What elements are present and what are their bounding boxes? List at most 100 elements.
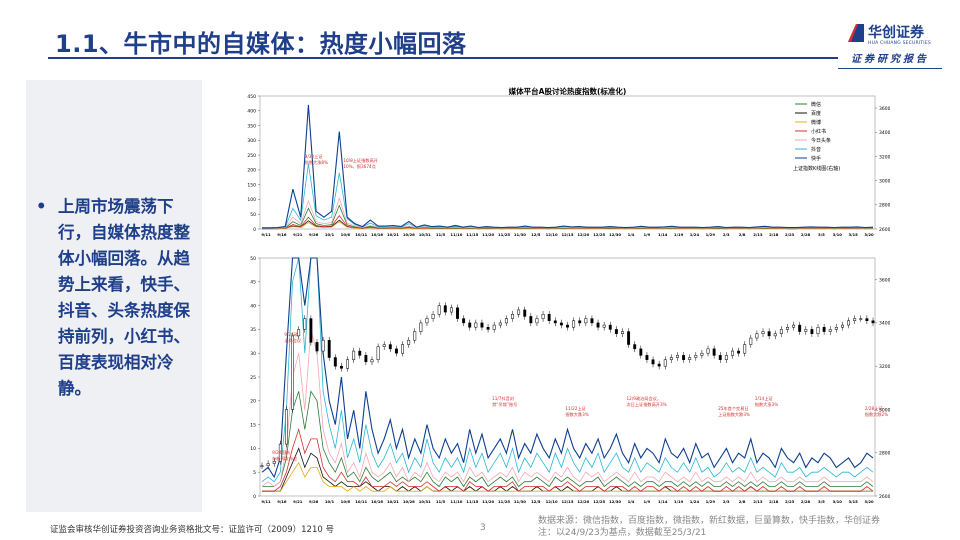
chart-annotation-label: 指数大涨3% [755,401,778,408]
index-candle-body [572,320,576,328]
x-tick-label: 12/10 [546,232,558,237]
index-candle-body [401,344,404,354]
index-candle-body [553,320,557,324]
index-candle-body [462,318,466,324]
y-tick-label: 45 [250,280,256,286]
index-candle-body [339,365,343,369]
y2-tick-label: 2800 [879,203,890,209]
summary-bullet: • 上周市场震荡下行，自媒体热度整体小幅回落。从趋势上来看，快手、抖音、头条热度… [36,194,196,402]
index-candle-body [278,443,282,462]
chart-annotation-label: 25年首个交易日 [718,405,748,412]
index-candle-body [303,318,307,330]
bullet-dot: • [36,197,47,216]
index-candle-body [566,324,569,328]
index-candle-body [749,337,753,345]
index-candle-body [370,359,374,363]
x-tick-label: 9/11 [261,232,271,237]
series-line-kuaishou [261,257,874,479]
y-tick-label: 400 [247,109,256,115]
y-tick-label: 35 [250,327,256,333]
y-tick-label: 150 [247,182,256,188]
x-tick-label: 1/24 [690,232,700,237]
y-tick-label: 300 [247,138,256,144]
index-candle-body [511,314,514,319]
index-candle-body [694,355,698,358]
index-candle-body [449,307,453,313]
x-tick-label: 2/18 [769,232,779,237]
chart-annotation-label: 2/28上证 [865,405,884,412]
y2-tick-label: 3600 [879,277,890,283]
x-tick-label: 12/5 [531,499,541,504]
index-candle-body [346,359,349,369]
x-tick-label: 11/5 [436,499,446,504]
x-tick-label: 3/20 [864,499,874,504]
x-tick-label: 1/9 [644,499,651,504]
y-tick-label: 0 [253,227,256,233]
index-candle-body [816,326,820,334]
index-candle-body [682,355,686,360]
index-candle-body [364,355,368,363]
legend-label: 抖音 [811,146,821,153]
index-candle-body [333,357,337,367]
x-tick-label: 9/21 [293,499,303,504]
x-tick-label: 2/18 [769,499,779,504]
x-tick-label: 9/21 [293,232,303,237]
source-footnote: 注：以24/9/23为基点，数据截至25/3/21 [538,528,707,538]
x-tick-label: 10/21 [387,232,399,237]
x-tick-label: 12/15 [562,232,574,237]
index-candle-body [327,339,331,358]
y2-tick-label: 3400 [879,130,890,136]
index-candle-body [608,324,612,330]
x-tick-label: 10/6 [341,232,351,237]
chart-annotation-label: 9/26政 [284,331,298,338]
index-candle-body [486,326,490,330]
index-candle-body [376,346,380,360]
index-candle-body [284,409,288,445]
x-tick-label: 12/25 [593,232,605,237]
x-tick-label: 2/13 [753,232,763,237]
x-tick-label: 10/31 [419,232,431,237]
logo-name-cn: 华创证券 [868,25,924,41]
index-candle-body [547,314,551,321]
index-candle-body [724,355,728,360]
y-tick-label: 10 [250,446,256,452]
index-candle-body [468,322,472,328]
index-candle-body [847,320,851,326]
x-tick-label: 11/10 [450,499,462,504]
index-candle-body [773,333,777,337]
chart-annotation-label: 治局会议 [284,337,302,344]
index-candle-body [596,322,600,328]
index-candle-body [657,363,661,367]
index-candle-body [291,335,294,410]
page-title: 1.1、牛市中的自媒体：热度小幅回落 [55,30,467,58]
chart-annotation-label: 办新闻发布会 [272,455,298,462]
legend-label: 今日头条 [811,137,831,144]
index-candle-body [865,318,869,321]
index-candle-body [669,357,673,360]
index-candle-body [266,463,270,466]
x-tick-label: 9/16 [277,232,287,237]
x-tick-label: 1/19 [674,232,684,237]
index-candle-body [718,355,722,360]
index-candle-body [645,355,649,360]
index-candle-body [810,329,814,334]
series-line-xiaohongshu [262,427,874,492]
index-candle-body [529,316,533,324]
chart-annotation-label: 9/30上证 [305,153,324,160]
x-tick-label: 2/28 [801,232,811,237]
index-candle-body [321,339,325,352]
legend-label: 上证指数K线图(右轴) [793,165,840,172]
index-candle-body [492,324,496,330]
plot-frame-1 [259,95,876,230]
x-tick-label: 11/15 [466,499,478,504]
x-tick-label: 3/5 [818,499,825,504]
x-tick-label: 12/5 [531,232,541,237]
series-line-douyin [261,257,874,483]
legend-label: 小红书 [811,128,826,135]
x-tick-label: 9/11 [261,499,271,504]
x-tick-label: 1/4 [628,499,635,504]
index-candle-body [706,348,710,354]
index-candle-body [639,348,643,356]
y-tick-label: 350 [247,123,256,129]
index-candle-body [352,350,356,360]
